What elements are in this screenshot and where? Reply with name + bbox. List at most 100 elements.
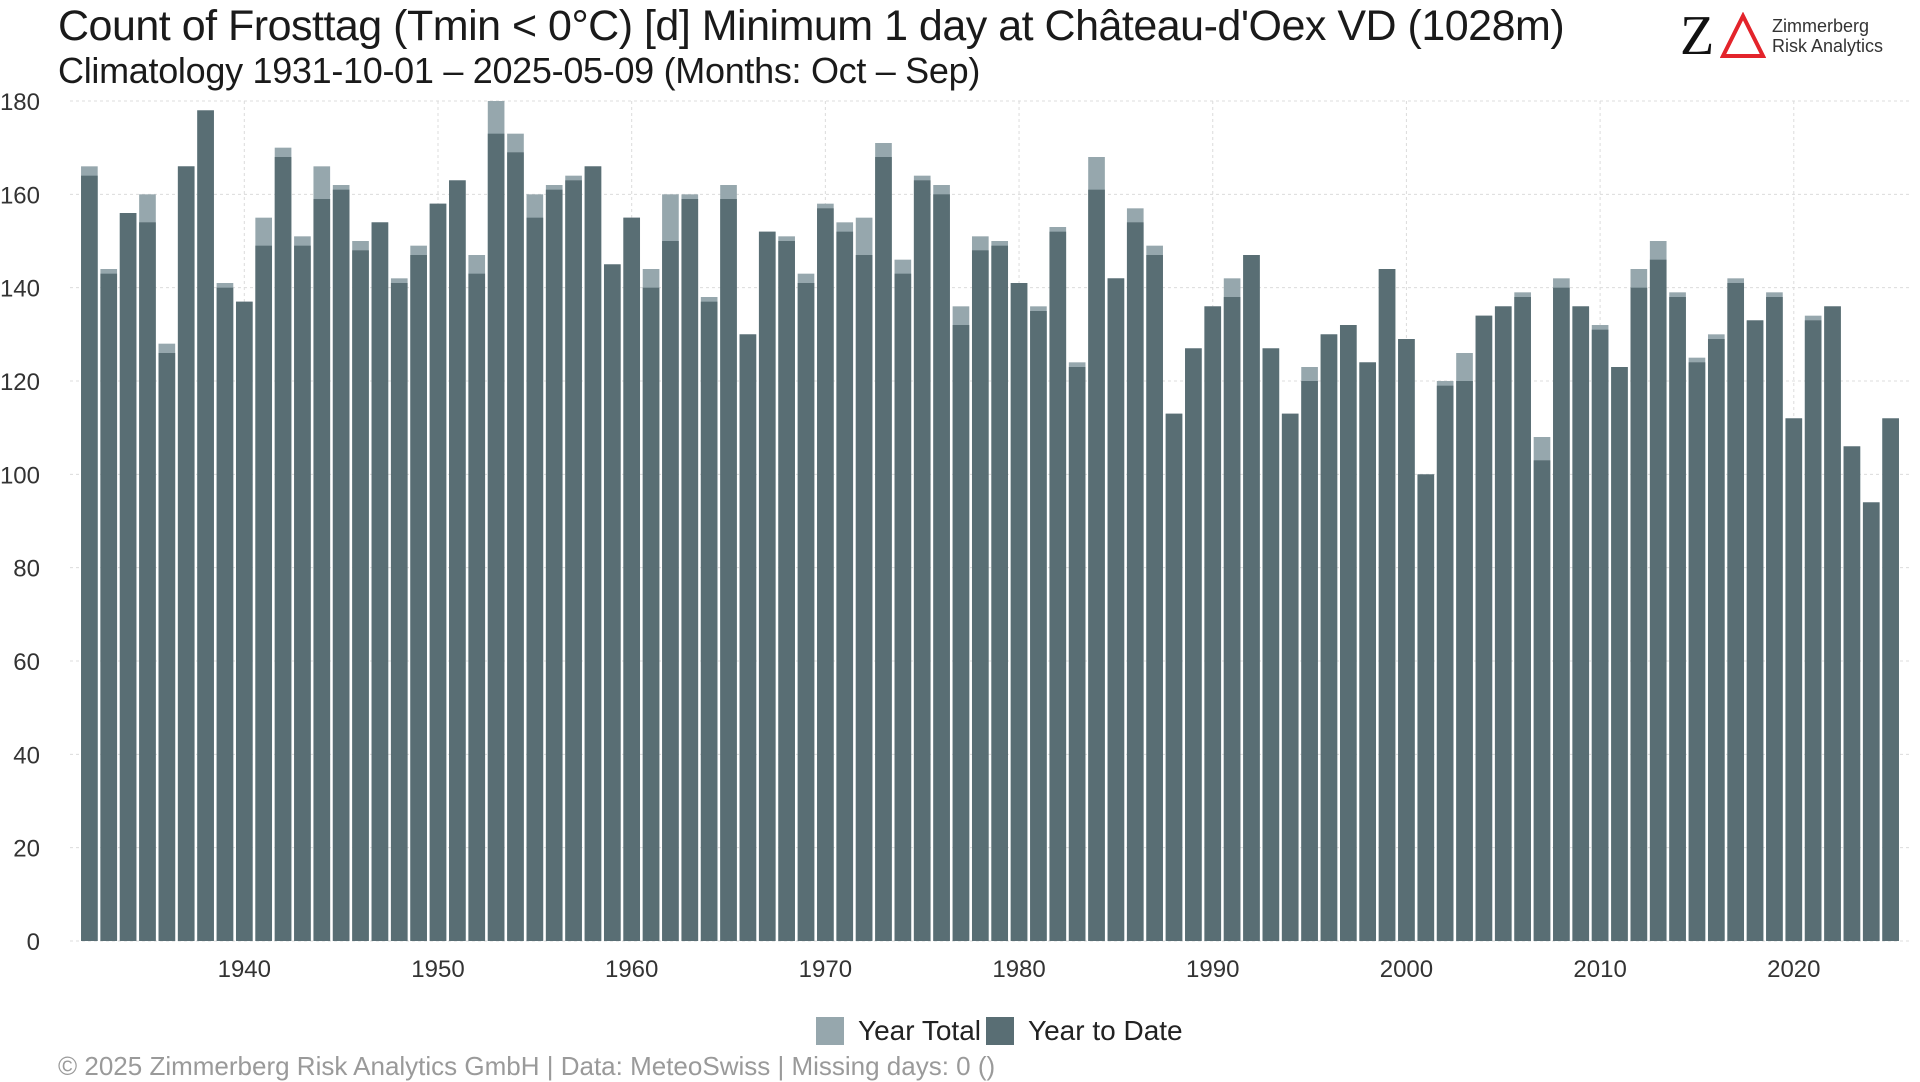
bar-year-to-date[interactable] bbox=[1378, 269, 1396, 941]
bar-year-to-date[interactable] bbox=[1107, 278, 1125, 941]
bar-year-to-date[interactable] bbox=[855, 255, 873, 941]
bar-year-to-date[interactable] bbox=[1591, 329, 1609, 942]
bar-chart: 0 20 40 60 80 100 120 140 160 180 1940 1950 1960 197… bbox=[0, 89, 1910, 983]
bar-year-to-date[interactable] bbox=[913, 180, 931, 942]
bar-year-to-date[interactable] bbox=[216, 287, 234, 942]
bar-year-to-date[interactable] bbox=[1882, 418, 1899, 941]
bar-year-to-date[interactable] bbox=[758, 231, 776, 941]
bar-year-to-date[interactable] bbox=[1223, 297, 1241, 941]
bar-year-to-date[interactable] bbox=[235, 301, 253, 942]
bar-year-to-date[interactable] bbox=[1475, 315, 1493, 942]
bar-year-to-date[interactable] bbox=[352, 250, 369, 942]
bar-year-to-date[interactable] bbox=[700, 301, 718, 942]
bar-year-to-date[interactable] bbox=[274, 157, 292, 941]
bar-year-to-date[interactable] bbox=[1553, 287, 1570, 942]
chart-legend: Year Total Year to Date bbox=[0, 1015, 1920, 1049]
bar-year-to-date[interactable] bbox=[332, 189, 350, 941]
bar-year-to-date[interactable] bbox=[1630, 287, 1648, 942]
bar-year-to-date[interactable] bbox=[1398, 339, 1415, 941]
bar-year-to-date[interactable] bbox=[565, 180, 582, 942]
bar-year-to-date[interactable] bbox=[1204, 306, 1222, 941]
bar-year-to-date[interactable] bbox=[1049, 231, 1067, 941]
bar-year-to-date[interactable] bbox=[371, 222, 389, 942]
bar-year-to-date[interactable] bbox=[139, 222, 156, 942]
bar-year-to-date[interactable] bbox=[1010, 283, 1028, 941]
bar-year-to-date[interactable] bbox=[1843, 446, 1861, 941]
bar-year-to-date[interactable] bbox=[642, 287, 660, 942]
bar-year-to-date[interactable] bbox=[100, 273, 118, 942]
bar-year-to-date[interactable] bbox=[1611, 367, 1628, 941]
bar-year-to-date[interactable] bbox=[390, 283, 408, 941]
bar-year-to-date[interactable] bbox=[1572, 306, 1590, 941]
bar-year-to-date[interactable] bbox=[1243, 255, 1260, 941]
bar-year-to-date[interactable] bbox=[1262, 348, 1280, 941]
legend-item-year-total[interactable]: Year Total bbox=[816, 1015, 981, 1047]
bar-year-to-date[interactable] bbox=[1126, 222, 1144, 942]
bar-year-to-date[interactable] bbox=[177, 166, 195, 942]
bar-year-to-date[interactable] bbox=[313, 199, 331, 941]
bar-year-to-date[interactable] bbox=[1320, 334, 1338, 941]
legend-item-year-to-date[interactable]: Year to Date bbox=[986, 1015, 1183, 1047]
bar-year-to-date[interactable] bbox=[1707, 339, 1725, 941]
bar-year-to-date[interactable] bbox=[1746, 320, 1764, 941]
bar-year-to-date[interactable] bbox=[1436, 385, 1454, 942]
bar-year-to-date[interactable] bbox=[1862, 502, 1880, 941]
bar-year-to-date[interactable] bbox=[797, 283, 815, 941]
bar-year-to-date[interactable] bbox=[1727, 283, 1745, 941]
bar-year-to-date[interactable] bbox=[294, 245, 311, 941]
bar-year-to-date[interactable] bbox=[1456, 381, 1473, 941]
bar-year-to-date[interactable] bbox=[255, 245, 273, 941]
bar-year-to-date[interactable] bbox=[1030, 311, 1047, 941]
bar-year-to-date[interactable] bbox=[429, 203, 447, 941]
bar-year-to-date[interactable] bbox=[1688, 362, 1706, 941]
bar-year-to-date[interactable] bbox=[158, 353, 176, 941]
bar-year-to-date[interactable] bbox=[1185, 348, 1202, 941]
bar-year-to-date[interactable] bbox=[1165, 413, 1183, 942]
bar-year-to-date[interactable] bbox=[1669, 297, 1686, 941]
bar-year-to-date[interactable] bbox=[410, 255, 427, 941]
bar-year-to-date[interactable] bbox=[739, 334, 757, 941]
bar-year-to-date[interactable] bbox=[662, 241, 679, 941]
bar-year-to-date[interactable] bbox=[81, 175, 98, 941]
series-year-to-date bbox=[81, 110, 1899, 942]
bar-year-to-date[interactable] bbox=[681, 199, 699, 941]
bar-year-to-date[interactable] bbox=[1649, 259, 1667, 942]
bar-year-to-date[interactable] bbox=[875, 157, 892, 941]
bar-year-to-date[interactable] bbox=[1533, 460, 1551, 941]
bar-year-to-date[interactable] bbox=[778, 241, 795, 941]
bar-year-to-date[interactable] bbox=[720, 199, 737, 941]
bar-year-to-date[interactable] bbox=[1339, 325, 1357, 941]
bar-year-to-date[interactable] bbox=[991, 245, 1009, 941]
bar-year-to-date[interactable] bbox=[1281, 413, 1299, 942]
bar-year-to-date[interactable] bbox=[836, 231, 854, 941]
bar-year-to-date[interactable] bbox=[468, 273, 486, 942]
bar-year-to-date[interactable] bbox=[1514, 297, 1531, 941]
bar-year-to-date[interactable] bbox=[952, 325, 970, 941]
bar-year-to-date[interactable] bbox=[817, 208, 834, 942]
bar-year-to-date[interactable] bbox=[1494, 306, 1512, 941]
bar-year-to-date[interactable] bbox=[545, 189, 563, 941]
bar-year-to-date[interactable] bbox=[449, 180, 466, 942]
bar-year-to-date[interactable] bbox=[507, 152, 524, 942]
bar-year-to-date[interactable] bbox=[933, 194, 950, 942]
bar-year-to-date[interactable] bbox=[119, 213, 137, 941]
bar-year-to-date[interactable] bbox=[1766, 297, 1783, 941]
bar-year-to-date[interactable] bbox=[584, 166, 602, 942]
bar-year-to-date[interactable] bbox=[1804, 320, 1822, 941]
bar-year-to-date[interactable] bbox=[894, 273, 912, 942]
bar-year-to-date[interactable] bbox=[603, 264, 621, 941]
bar-year-to-date[interactable] bbox=[1359, 362, 1377, 941]
bar-year-to-date[interactable] bbox=[487, 133, 505, 941]
bar-year-to-date[interactable] bbox=[1824, 306, 1841, 941]
bar-year-to-date[interactable] bbox=[1301, 381, 1318, 941]
bar-year-to-date[interactable] bbox=[1417, 474, 1435, 941]
bar-year-to-date[interactable] bbox=[971, 250, 989, 942]
bar-year-to-date[interactable] bbox=[1068, 367, 1086, 941]
bar-year-to-date[interactable] bbox=[197, 110, 214, 942]
x-tick-label: 2020 bbox=[1767, 956, 1820, 983]
bar-year-to-date[interactable] bbox=[1785, 418, 1803, 941]
bar-year-to-date[interactable] bbox=[623, 217, 641, 941]
bar-year-to-date[interactable] bbox=[1088, 189, 1105, 941]
bar-year-to-date[interactable] bbox=[526, 217, 544, 941]
bar-year-to-date[interactable] bbox=[1146, 255, 1163, 941]
